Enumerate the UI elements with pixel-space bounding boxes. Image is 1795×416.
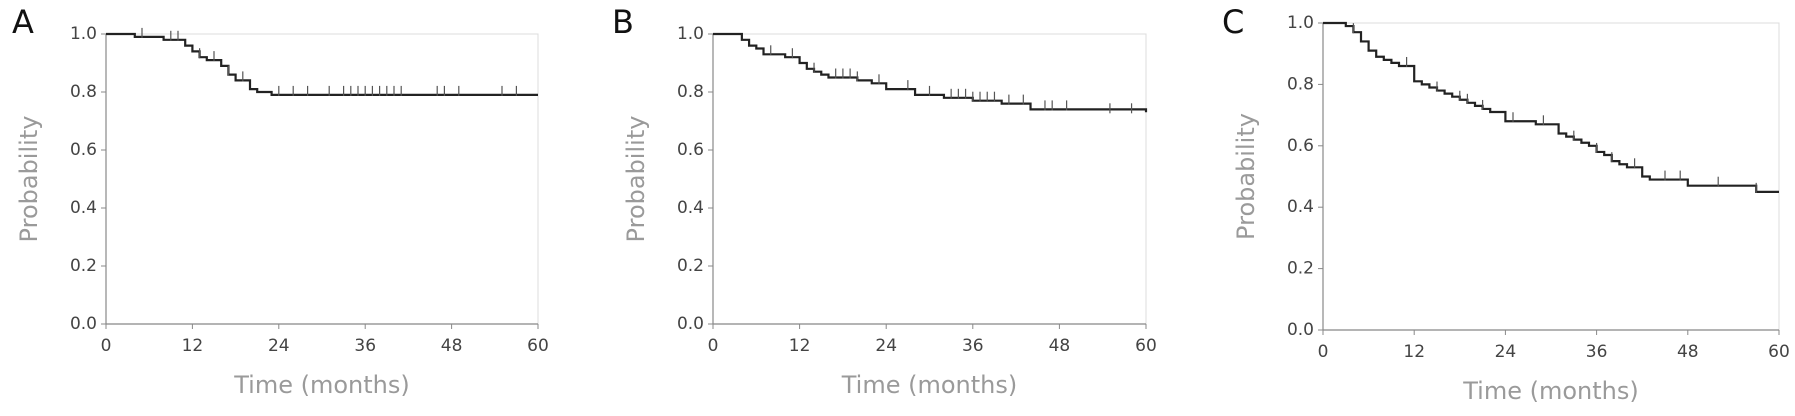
y-tick-label: 0.0 [677,314,704,334]
y-axis-label: Probability [622,116,650,243]
y-tick-label: 0.6 [70,140,97,160]
x-tick-label: 60 [527,336,549,356]
y-tick-label: 1.0 [1287,13,1314,33]
x-tick-label: 36 [1586,342,1608,362]
x-tick-label: 12 [789,336,811,356]
plot-frame [1322,22,1780,331]
x-tick-label: 0 [1318,342,1329,362]
y-tick-label: 0.2 [677,256,704,276]
y-tick-label: 0.6 [1287,136,1314,156]
x-tick-label: 12 [182,336,204,356]
x-axis-label: Time (months) [1462,377,1639,405]
x-tick-label: 12 [1403,342,1425,362]
y-axis-label: Probability [15,116,43,243]
panel-label: C [1222,3,1244,41]
y-tick-label: 0.8 [1287,74,1314,94]
y-tick-label: 0.6 [677,140,704,160]
y-tick-label: 0.4 [70,198,97,218]
survival-curve [106,32,538,96]
x-axis-label: Time (months) [841,371,1018,399]
x-tick-label: 48 [1049,336,1071,356]
y-tick-label: 0.4 [677,198,704,218]
x-tick-label: 60 [1768,342,1790,362]
y-tick-label: 1.0 [70,24,97,44]
plot-frame [105,33,539,325]
survival-curve [713,32,1148,113]
x-axis-label: Time (months) [233,371,410,399]
x-tick-label: 36 [354,336,376,356]
x-tick-label: 0 [708,336,719,356]
y-tick-label: 0.2 [1287,259,1314,279]
y-tick-label: 0.4 [1287,197,1314,217]
x-tick-label: 24 [1495,342,1517,362]
y-tick-label: 0.0 [1287,320,1314,340]
y-tick-label: 0.2 [70,256,97,276]
x-tick-label: 36 [962,336,984,356]
y-tick-label: 0.8 [70,82,97,102]
y-tick-label: 1.0 [677,24,704,44]
x-tick-label: 48 [1677,342,1699,362]
panel-label: B [612,3,634,41]
x-tick-label: 0 [101,336,112,356]
y-tick-label: 0.0 [70,314,97,334]
x-tick-label: 48 [441,336,463,356]
panel-label: A [12,3,34,41]
y-axis-label: Probability [1232,113,1260,240]
x-tick-label: 60 [1135,336,1157,356]
x-tick-label: 24 [875,336,897,356]
y-tick-label: 0.8 [677,82,704,102]
x-tick-label: 24 [268,336,290,356]
survival-curve [1323,21,1779,193]
plot-frame [712,33,1147,325]
